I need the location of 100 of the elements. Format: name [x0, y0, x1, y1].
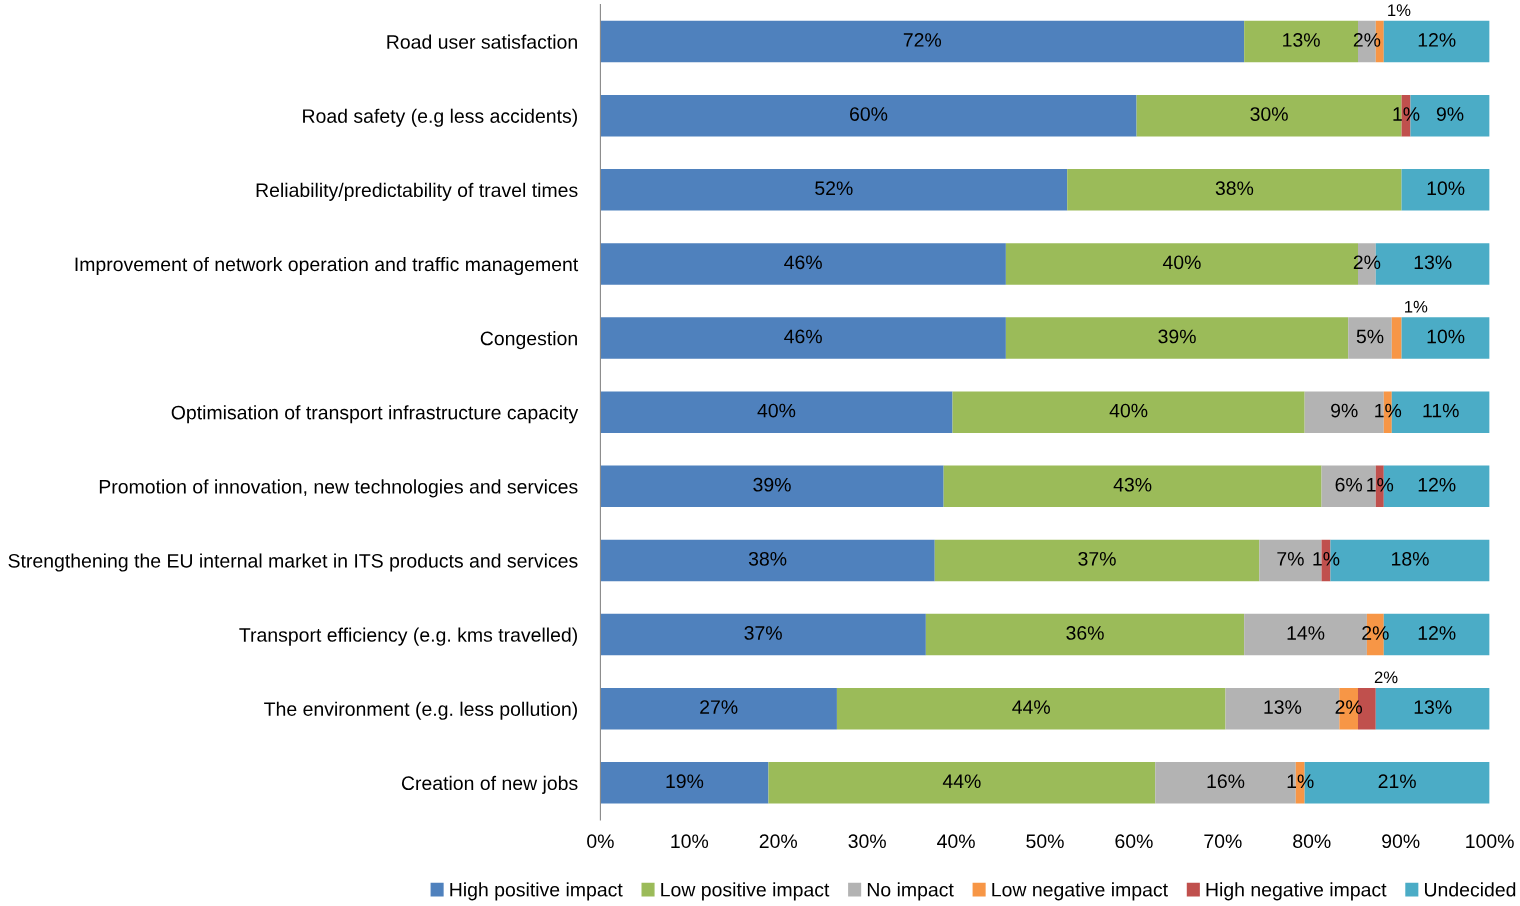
bar — [1391, 317, 1402, 359]
bar — [836, 687, 1226, 730]
x-tick-label: 10% — [671, 834, 709, 849]
legend-label: High negative impact — [1206, 882, 1387, 901]
y-tick-label: Creation of new jobs — [401, 775, 578, 794]
bar — [600, 687, 837, 730]
data-label: 1% — [1313, 552, 1340, 566]
data-label: 1% — [1388, 4, 1411, 16]
data-label: 5% — [1356, 329, 1384, 344]
data-label: 27% — [700, 700, 738, 714]
bar — [952, 391, 1305, 433]
bar — [1005, 317, 1349, 359]
x-tick-label: 40% — [937, 834, 975, 849]
bar — [768, 762, 1156, 804]
bar — [600, 539, 935, 582]
x-tick-label: 60% — [1115, 834, 1153, 849]
data-label: 39% — [753, 477, 791, 492]
y-tick-label: Strengthening the EU internal market in ITS products and services — [8, 553, 578, 572]
y-tick-label: Optimisation of transport infrastructure capacity — [171, 405, 579, 424]
data-label: 37% — [1078, 551, 1116, 566]
x-tick-label: 100% — [1466, 834, 1514, 849]
bar — [600, 317, 1006, 359]
bar — [1348, 317, 1392, 359]
bar — [1401, 169, 1490, 211]
data-label: 60% — [850, 107, 888, 121]
data-label: 13% — [1414, 700, 1452, 714]
data-label: 10% — [1427, 329, 1465, 344]
x-tick-label: 20% — [759, 834, 798, 849]
data-label: 44% — [1012, 700, 1050, 714]
legend-label: Undecided — [1424, 882, 1516, 897]
data-label: 9% — [1436, 107, 1464, 121]
legend-label: No impact — [867, 882, 954, 901]
data-label: 13% — [1414, 255, 1452, 270]
bar — [1067, 169, 1402, 211]
y-tick-label: The environment (e.g. less pollution) — [264, 701, 577, 720]
data-label: 6% — [1335, 477, 1363, 492]
data-label: 13% — [1264, 700, 1302, 714]
y-tick-label: Road user satisfaction — [387, 34, 577, 49]
data-label: 52% — [815, 181, 853, 196]
bar — [600, 169, 1068, 211]
x-tick-label: 0% — [587, 834, 614, 849]
legend-label: High positive impact — [450, 882, 623, 901]
data-label: 7% — [1277, 552, 1304, 566]
bar — [943, 465, 1322, 508]
bar — [934, 539, 1260, 582]
data-label: 18% — [1392, 551, 1429, 566]
data-label: 43% — [1113, 477, 1152, 492]
data-label: 36% — [1066, 626, 1104, 640]
data-label: 40% — [757, 403, 796, 418]
bar — [600, 20, 1245, 63]
data-label: 12% — [1418, 626, 1456, 640]
data-label: 10% — [1427, 181, 1465, 196]
data-label: 1% — [1287, 774, 1314, 789]
data-label: 19% — [666, 774, 704, 789]
y-tick-label: Promotion of innovation, new technologies and services — [99, 479, 578, 498]
bar — [600, 465, 944, 508]
y-tick-label: Reliability/predictability of travel times — [256, 182, 578, 201]
data-label: 1% — [1405, 300, 1428, 313]
legend-label: Low positive impact — [661, 882, 830, 901]
x-tick-label: 90% — [1382, 834, 1420, 849]
data-label: 46% — [784, 329, 822, 344]
data-label: 1% — [1367, 477, 1394, 492]
bar — [925, 613, 1245, 656]
data-label: 2% — [1374, 671, 1398, 684]
data-label: 40% — [1109, 403, 1148, 418]
data-label: 38% — [1215, 181, 1254, 196]
legend-label: Low negative impact — [992, 882, 1168, 901]
bar — [1383, 20, 1490, 63]
data-label: 39% — [1158, 329, 1196, 344]
bar — [600, 762, 769, 804]
x-tick-label: 80% — [1293, 834, 1331, 849]
bar — [1375, 687, 1490, 730]
bar — [600, 613, 926, 656]
data-label: 44% — [942, 774, 981, 789]
data-label: 12% — [1418, 33, 1456, 47]
bar — [600, 391, 953, 433]
data-label: 38% — [748, 551, 787, 566]
bar — [1401, 317, 1490, 359]
y-tick-label: Improvement of network operation and traffic management — [75, 256, 579, 276]
x-tick-label: 30% — [848, 834, 886, 849]
data-label: 12% — [1418, 477, 1456, 492]
data-label: 13% — [1283, 33, 1320, 47]
y-tick-label: Transport efficiency (e.g. kms travelled) — [239, 627, 577, 646]
data-label: 46% — [784, 255, 822, 270]
data-label: 21% — [1378, 774, 1416, 789]
data-label: 11% — [1423, 403, 1459, 418]
x-tick-label: 50% — [1026, 834, 1064, 849]
bar — [600, 94, 1137, 137]
data-label: 14% — [1287, 626, 1325, 640]
data-label: 2% — [1335, 700, 1363, 714]
data-label: 40% — [1162, 255, 1201, 270]
bar — [600, 243, 1006, 285]
data-label: 30% — [1250, 107, 1288, 121]
y-tick-label: Road safety (e.g less accidents) — [303, 108, 577, 127]
data-label: 9% — [1331, 403, 1358, 418]
y-tick-label: Congestion — [480, 331, 577, 350]
x-tick-label: 70% — [1204, 834, 1242, 849]
data-label: 1% — [1375, 403, 1402, 418]
data-label: 16% — [1207, 774, 1245, 789]
data-label: 72% — [903, 33, 942, 47]
